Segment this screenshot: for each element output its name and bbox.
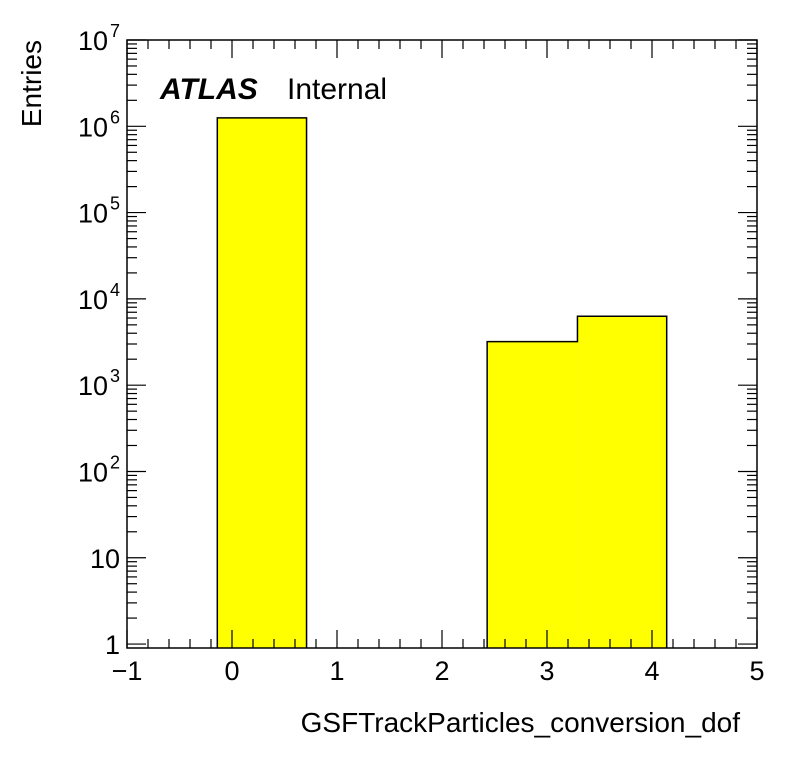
y-tick-exponent: 7 bbox=[110, 21, 120, 41]
x-tick-label: 3 bbox=[539, 656, 554, 686]
axis-ticks bbox=[126, 39, 758, 648]
x-tick-label: 2 bbox=[434, 656, 449, 686]
y-tick-label: 10 bbox=[78, 285, 108, 315]
y-tick-exponent: 2 bbox=[110, 452, 120, 472]
y-tick-label: 10 bbox=[90, 544, 120, 574]
y-tick-exponent: 5 bbox=[110, 194, 120, 214]
internal-label: Internal bbox=[287, 73, 387, 106]
histogram-bar bbox=[487, 341, 578, 648]
x-tick-labels: −1 0 1 2 3 4 5 bbox=[112, 656, 765, 686]
y-axis-title: Entries bbox=[16, 40, 47, 127]
y-tick-label: 10 bbox=[78, 371, 108, 401]
x-axis-title: GSFTrackParticles_conversion_dof bbox=[301, 707, 741, 738]
x-tick-label: −1 bbox=[112, 656, 143, 686]
y-tick-label: 10 bbox=[78, 457, 108, 487]
histogram-bar bbox=[217, 117, 307, 648]
atlas-label: ATLAS bbox=[159, 73, 258, 106]
y-tick-label: 10 bbox=[78, 112, 108, 142]
x-tick-label: 5 bbox=[749, 656, 764, 686]
x-tick-label: 1 bbox=[329, 656, 344, 686]
histogram-bars bbox=[216, 117, 668, 648]
y-tick-exponent: 3 bbox=[110, 366, 120, 386]
y-tick-exponent: 4 bbox=[110, 280, 120, 300]
y-tick-label: 10 bbox=[78, 199, 108, 229]
y-tick-label: 10 bbox=[78, 26, 108, 56]
y-tick-label: 1 bbox=[105, 630, 120, 660]
x-tick-label: 4 bbox=[644, 656, 659, 686]
y-tick-exponent: 6 bbox=[110, 107, 120, 127]
histogram-outline bbox=[216, 117, 668, 648]
x-tick-label: 0 bbox=[224, 656, 239, 686]
histogram-bar bbox=[577, 316, 667, 648]
